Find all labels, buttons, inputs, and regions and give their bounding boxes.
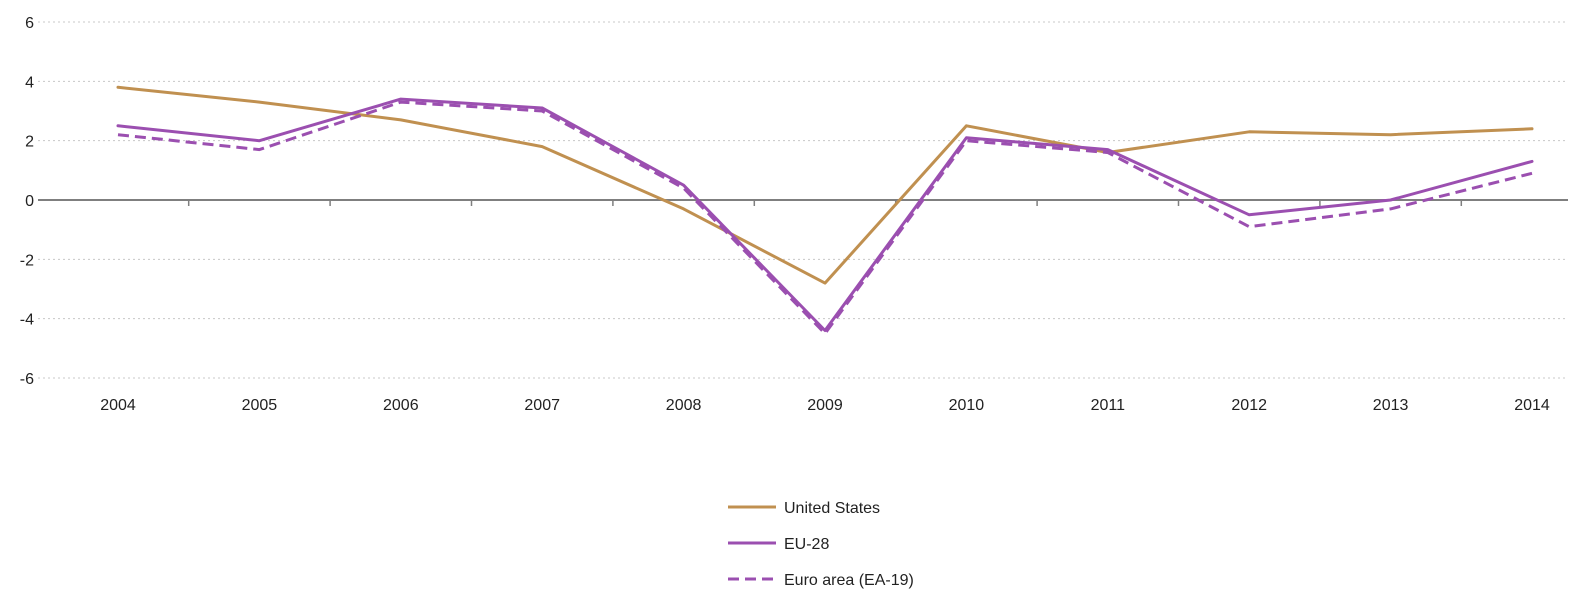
grid-lines — [38, 21, 1568, 379]
y-tick-label: -4 — [20, 312, 34, 329]
x-tick-label: 2008 — [666, 397, 702, 414]
legend-label-2: Euro area (EA-19) — [784, 572, 914, 589]
x-tick-label: 2007 — [524, 397, 560, 414]
data-point — [965, 139, 968, 142]
data-point — [117, 124, 120, 127]
data-point — [399, 98, 402, 101]
series-line-2 — [117, 100, 1533, 335]
data-point — [258, 148, 261, 151]
data-point — [117, 86, 120, 89]
data-point — [1389, 133, 1392, 136]
data-point — [682, 184, 685, 187]
data-point — [1531, 172, 1534, 175]
data-point — [965, 124, 968, 127]
data-point — [258, 101, 261, 104]
series-lines — [116, 85, 1534, 335]
data-point — [399, 101, 402, 104]
data-point — [1531, 127, 1534, 130]
x-tick-label: 2009 — [807, 397, 843, 414]
legend-label-1: EU-28 — [784, 536, 829, 553]
data-point — [1389, 207, 1392, 210]
y-tick-label: -2 — [20, 252, 34, 269]
x-tick-label: 2004 — [100, 397, 136, 414]
series-line-1 — [116, 97, 1534, 332]
x-axis-ticks: 2004 2005 2006 2007 2008 2009 2010 2011 2012 2013… — [100, 200, 1550, 414]
legend: United States EU-28 Euro area (EA-19) — [728, 500, 914, 589]
y-tick-label: 0 — [25, 193, 34, 210]
data-point — [965, 136, 968, 139]
data-point — [682, 187, 685, 190]
legend-label-0: United States — [784, 500, 880, 517]
data-point — [117, 133, 120, 136]
series-line-0 — [116, 85, 1534, 285]
x-tick-label: 2013 — [1373, 397, 1409, 414]
data-point — [541, 110, 544, 113]
y-tick-label: 4 — [25, 74, 34, 91]
y-tick-label: -6 — [20, 371, 34, 388]
data-point — [1106, 148, 1109, 151]
x-tick-label: 2005 — [242, 397, 278, 414]
data-point — [541, 145, 544, 148]
data-point — [682, 207, 685, 210]
y-axis-ticks: -6 -4 -2 0 2 4 6 — [20, 15, 34, 388]
data-point — [399, 118, 402, 121]
data-point — [824, 332, 827, 335]
data-point — [1106, 151, 1109, 154]
x-tick-label: 2012 — [1231, 397, 1267, 414]
data-point — [1389, 199, 1392, 202]
y-tick-label: 6 — [25, 15, 34, 32]
x-tick-label: 2014 — [1514, 397, 1550, 414]
data-point — [1531, 160, 1534, 163]
data-point — [541, 107, 544, 110]
x-tick-label: 2010 — [949, 397, 985, 414]
data-point — [1248, 130, 1251, 133]
data-point — [1248, 213, 1251, 216]
y-tick-label: 2 — [25, 134, 34, 151]
data-point — [824, 282, 827, 285]
data-point — [1248, 225, 1251, 228]
x-tick-label: 2011 — [1091, 397, 1126, 414]
data-point — [258, 139, 261, 142]
x-tick-label: 2006 — [383, 397, 419, 414]
